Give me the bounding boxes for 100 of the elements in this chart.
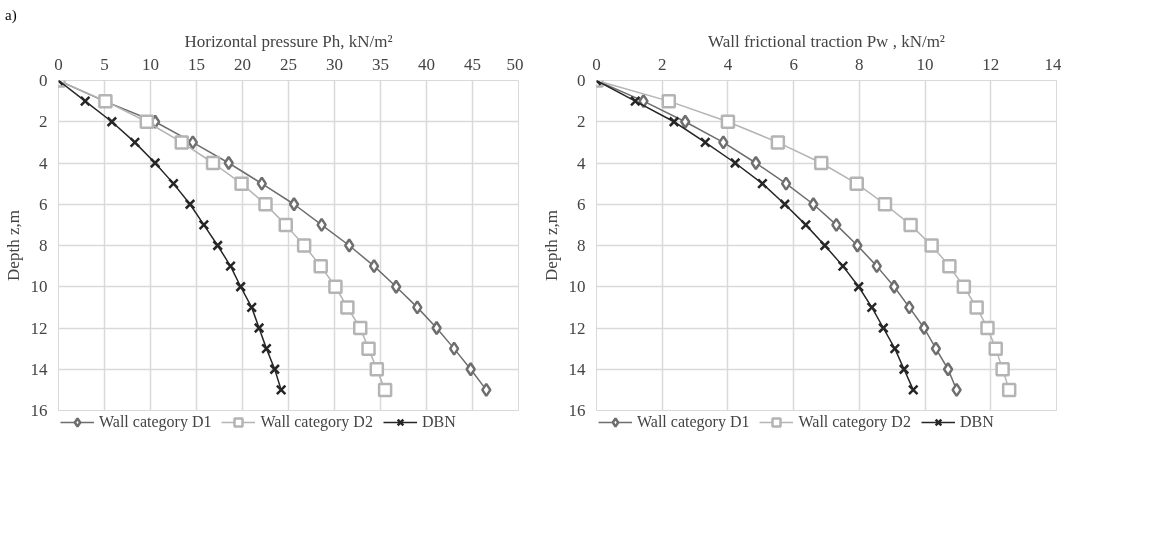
x-tick-label: 14 (1044, 54, 1062, 74)
point (668, 116, 680, 128)
point (718, 135, 729, 150)
point (988, 341, 1003, 356)
point (79, 95, 91, 107)
x-tick-label: 30 (326, 54, 343, 74)
point (328, 279, 343, 294)
legend-label: Wall category D1 (637, 413, 750, 431)
point (212, 240, 224, 251)
point (699, 136, 711, 148)
point (1001, 382, 1017, 398)
y-tick-label: 16 (568, 401, 586, 420)
point (849, 176, 864, 191)
y-tick-label: 0 (39, 71, 48, 90)
point (174, 135, 190, 150)
point (918, 320, 930, 336)
y-tick-label: 10 (568, 277, 586, 297)
x-tick-label: 8 (855, 54, 864, 74)
point (139, 114, 155, 129)
point (819, 240, 831, 251)
text: a) (5, 6, 17, 25)
point (187, 135, 199, 150)
y-tick-label: 12 (568, 318, 586, 338)
x-tick-label: 0 (592, 54, 601, 74)
point (770, 135, 786, 150)
x-tick-label: 25 (280, 54, 297, 74)
legend-label: Wall category D2 (798, 413, 911, 431)
point (205, 155, 221, 171)
point (877, 197, 893, 212)
legend-label: Wall category D1 (99, 413, 212, 431)
point (149, 157, 161, 169)
y-tick-label: 14 (568, 359, 586, 379)
point (340, 300, 355, 315)
x-tick-label: 0 (54, 54, 63, 74)
x-tick-label: 5 (100, 54, 109, 74)
point (780, 176, 792, 191)
legend-label: Wall category D2 (260, 413, 373, 431)
point (720, 114, 736, 129)
point (246, 301, 258, 313)
y-tick-label: 4 (577, 153, 586, 173)
point (448, 341, 460, 356)
point (260, 343, 272, 355)
y-tick-label: 2 (577, 112, 586, 132)
point (903, 217, 918, 233)
point (980, 320, 995, 336)
point (361, 341, 376, 356)
point (256, 176, 268, 191)
x-tick-label: 15 (188, 54, 205, 74)
point (390, 279, 402, 294)
y-tick-label: 6 (39, 194, 48, 214)
y-tick-label: 8 (577, 236, 586, 255)
point (253, 322, 265, 334)
point (813, 155, 829, 171)
point (679, 114, 691, 129)
point (942, 362, 954, 377)
point (377, 382, 393, 398)
x-tick-label: 10 (142, 54, 159, 74)
point (235, 281, 247, 293)
y-tick-label: 10 (30, 277, 48, 297)
point (877, 322, 889, 334)
point (930, 341, 942, 356)
point (924, 238, 939, 253)
point (288, 197, 300, 212)
y-tick-label: 2 (39, 112, 48, 132)
point (629, 95, 641, 107)
point (184, 198, 196, 210)
point (889, 343, 901, 355)
x-tick-label: 45 (464, 54, 481, 74)
point (369, 362, 385, 377)
point (750, 155, 762, 171)
y-tick-label: 4 (39, 153, 48, 173)
x-tick-label: 20 (234, 54, 251, 74)
point (278, 217, 293, 233)
point (661, 93, 677, 109)
point (313, 258, 328, 274)
point (729, 157, 741, 169)
x-tick-label: 10 (916, 54, 934, 74)
point (956, 279, 972, 294)
point (779, 198, 791, 210)
point (168, 178, 179, 190)
point (907, 384, 919, 396)
y-tick-label: 14 (30, 359, 48, 379)
point (225, 260, 237, 272)
point (269, 363, 281, 375)
point (275, 384, 287, 396)
legend-label: DBN (421, 413, 456, 431)
x-tick-label: 2 (657, 54, 667, 74)
point (852, 238, 863, 253)
point (942, 258, 957, 274)
point (969, 300, 984, 315)
y-axis-title: Depth z,m (541, 210, 561, 281)
y-tick-label: 6 (577, 194, 586, 214)
x-axis-title: Horizontal pressure Ph, kN/m² (184, 31, 393, 51)
point (888, 279, 900, 294)
point (837, 260, 849, 272)
x-tick-label: 4 (723, 54, 733, 74)
legend-label: DBN (959, 413, 994, 431)
point (258, 197, 273, 212)
point (808, 197, 819, 212)
point (800, 219, 812, 231)
